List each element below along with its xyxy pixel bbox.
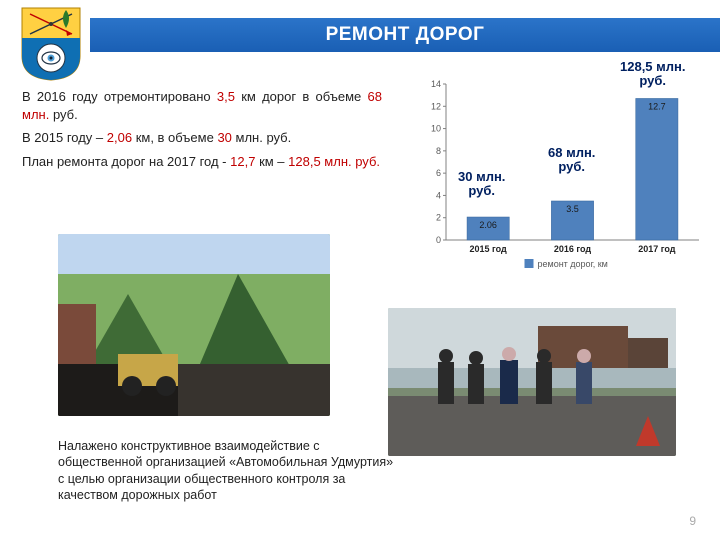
svg-text:8: 8 — [436, 146, 441, 156]
svg-text:12.7: 12.7 — [648, 101, 666, 111]
svg-text:4: 4 — [436, 190, 441, 200]
svg-text:12: 12 — [431, 101, 441, 111]
chart-money-label: 128,5 млн.руб. — [620, 60, 685, 87]
svg-text:2.06: 2.06 — [479, 220, 497, 230]
paragraph-2017: План ремонта дорог на 2017 год - 12,7 км… — [22, 153, 382, 171]
footer-paragraph: Налажено конструктивное взаимодействие с… — [58, 438, 398, 503]
paragraph-2015: В 2015 году – 2,06 км, в объеме 30 млн. … — [22, 129, 382, 147]
page-title: РЕМОНТ ДОРОГ — [326, 24, 485, 46]
svg-text:14: 14 — [431, 79, 441, 89]
bar-chart: 0 2 4 6 8 10 12 14 2.06 2015 год 3.5 2016 год 12.7 20… — [420, 78, 705, 278]
header-banner: РЕМОНТ ДОРОГ — [90, 18, 720, 52]
svg-text:0: 0 — [436, 235, 441, 245]
svg-text:ремонт дорог, км: ремонт дорог, км — [538, 259, 608, 269]
paragraph-2016: В 2016 году отремонтировано 3,5 км дорог… — [22, 88, 382, 123]
svg-text:3.5: 3.5 — [566, 204, 579, 214]
chart-money-label: 68 млн.руб. — [548, 146, 595, 173]
page-number: 9 — [689, 514, 696, 528]
svg-text:6: 6 — [436, 168, 441, 178]
chart-money-label: 30 млн.руб. — [458, 170, 505, 197]
svg-text:2: 2 — [436, 213, 441, 223]
coat-of-arms — [20, 6, 82, 82]
svg-text:2015 год: 2015 год — [470, 244, 508, 254]
photo-inspection — [388, 308, 676, 456]
svg-text:2016 год: 2016 год — [554, 244, 592, 254]
svg-text:10: 10 — [431, 124, 441, 134]
svg-text:2017 год: 2017 год — [638, 244, 676, 254]
body-text: В 2016 году отремонтировано 3,5 км дорог… — [22, 88, 382, 176]
photo-road-paving — [58, 234, 330, 416]
